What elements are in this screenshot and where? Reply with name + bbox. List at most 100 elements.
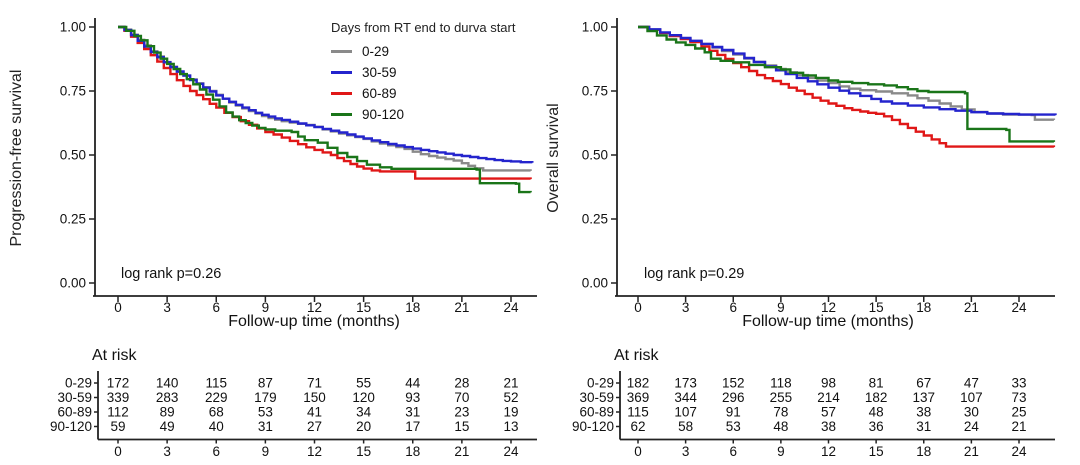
pfs-risk-count: 53 <box>258 405 273 420</box>
pfs-risk-table-title: At risk <box>92 347 137 364</box>
pfs-risk-row-label: 90-120 <box>50 419 92 434</box>
pfs-y-tick-label: 0.00 <box>60 276 86 291</box>
os-risk-count: 58 <box>678 419 693 434</box>
os-risk-row-label: 0-29 <box>587 376 614 391</box>
os-risk-count: 73 <box>1011 390 1026 405</box>
pfs-risk-count: 339 <box>107 390 130 405</box>
os-km-curve-30-59 <box>638 25 1057 116</box>
os-risk-count: 344 <box>674 390 697 405</box>
os-risk-count: 118 <box>770 376 792 391</box>
pfs-risk-count: 17 <box>405 419 420 434</box>
os-logrank-annotation: log rank p=0.29 <box>644 266 745 282</box>
pfs-risk-count: 31 <box>405 405 420 420</box>
os-plot-svg: 0.000.250.500.751.000 3 6 9 12 15 18 21 240-29 18… <box>572 18 1057 459</box>
os-risk-table-title: At risk <box>614 347 659 364</box>
pfs-risk-count: 87 <box>258 376 273 391</box>
os-x-tick-label: 0 <box>634 300 642 315</box>
os-x-tick-label: 9 <box>777 300 785 315</box>
pfs-risk-time-label: 9 <box>262 444 270 459</box>
pfs-y-tick-label: 0.50 <box>60 148 86 163</box>
pfs-risk-count: 179 <box>254 390 277 405</box>
os-risk-time-label: 0 <box>634 444 642 459</box>
legend-swatch-icon <box>331 113 352 116</box>
os-risk-count: 67 <box>916 376 931 391</box>
os-y-tick-label: 0.50 <box>582 148 608 163</box>
os-risk-count: 57 <box>821 405 836 420</box>
os-risk-count: 47 <box>964 376 979 391</box>
pfs-risk-count: 21 <box>503 376 518 391</box>
pfs-x-tick-label: 15 <box>356 300 371 315</box>
os-risk-count: 152 <box>722 376 745 391</box>
pfs-risk-row-label: 0-29 <box>65 376 92 391</box>
pfs-risk-count: 28 <box>454 376 469 391</box>
pfs-risk-row-label: 30-59 <box>57 390 92 405</box>
os-km-curve-60-89 <box>638 25 1056 148</box>
pfs-risk-count: 19 <box>503 405 518 420</box>
legend-item-0-29: 0-29 <box>331 41 515 62</box>
os-km-curve-90-120 <box>638 25 1056 143</box>
os-risk-time-label: 9 <box>777 444 785 459</box>
os-risk-time-label: 24 <box>1011 444 1027 459</box>
os-y-tick-label: 0.25 <box>582 212 608 227</box>
pfs-risk-count: 44 <box>405 376 421 391</box>
os-risk-row-label: 30-59 <box>579 390 614 405</box>
pfs-risk-count: 31 <box>258 419 273 434</box>
pfs-risk-time-label: 18 <box>405 444 420 459</box>
pfs-risk-count: 283 <box>156 390 179 405</box>
os-risk-count: 255 <box>770 390 793 405</box>
pfs-risk-count: 49 <box>160 419 175 434</box>
os-x-tick-label: 24 <box>1011 300 1027 315</box>
pfs-y-tick-label: 1.00 <box>60 20 86 35</box>
os-x-tick-label: 21 <box>964 300 979 315</box>
legend-title: Days from RT end to durva start <box>331 20 516 35</box>
pfs-km-curve-90-120 <box>118 25 532 194</box>
os-risk-count: 25 <box>1011 405 1026 420</box>
pfs-x-tick-label: 24 <box>503 300 519 315</box>
legend-item-label: 30-59 <box>362 65 397 80</box>
os-risk-count: 137 <box>912 390 935 405</box>
os-risk-time-label: 21 <box>964 444 979 459</box>
pfs-risk-count: 115 <box>205 376 227 391</box>
pfs-risk-count: 15 <box>454 419 469 434</box>
os-risk-count: 78 <box>773 405 788 420</box>
pfs-risk-count: 34 <box>356 405 372 420</box>
pfs-x-tick-label: 9 <box>262 300 270 315</box>
os-risk-count: 182 <box>865 390 888 405</box>
os-y-axis-title: Overall survival <box>545 103 562 213</box>
os-y-tick-label: 1.00 <box>582 20 608 35</box>
pfs-risk-count: 89 <box>160 405 175 420</box>
os-risk-time-label: 6 <box>729 444 737 459</box>
os-panel: 0.00 0.25 0.50 0.75 1.00 0 3 6 9 12 15 18 21 24 0-29 18… <box>540 0 1080 465</box>
os-x-tick-label: 6 <box>729 300 737 315</box>
pfs-logrank-annotation: log rank p=0.26 <box>121 266 222 282</box>
os-x-tick-label: 15 <box>869 300 884 315</box>
pfs-risk-count: 140 <box>156 376 179 391</box>
pfs-risk-count: 41 <box>307 405 322 420</box>
pfs-plot-svg: 0.00 0.25 0.50 0.75 1.00 0 3 6 9 12 15 18 21 24 0-29 17… <box>50 18 537 459</box>
pfs-y-tick-label: 0.75 <box>60 84 86 99</box>
pfs-risk-count: 150 <box>303 390 326 405</box>
pfs-risk-time-label: 15 <box>356 444 371 459</box>
os-risk-time-label: 18 <box>916 444 931 459</box>
pfs-risk-count: 70 <box>454 390 469 405</box>
pfs-risk-count: 52 <box>503 390 518 405</box>
os-x-tick-label: 3 <box>682 300 690 315</box>
pfs-risk-time-label: 3 <box>163 444 171 459</box>
pfs-risk-count: 20 <box>356 419 371 434</box>
pfs-risk-time-label: 24 <box>503 444 519 459</box>
pfs-panel: 0.00 0.25 0.50 0.75 1.00 0 3 6 9 12 15 18 21 24 0-29 17… <box>8 18 537 459</box>
pfs-x-axis-title: Follow-up time (months) <box>228 313 400 330</box>
pfs-risk-count: 172 <box>107 376 130 391</box>
legend-item-label: 60-89 <box>362 86 397 101</box>
pfs-risk-count: 93 <box>405 390 420 405</box>
legend-item-label: 90-120 <box>362 107 405 122</box>
pfs-risk-count: 120 <box>352 390 375 405</box>
pfs-risk-count: 71 <box>307 376 322 391</box>
os-risk-count: 36 <box>869 419 884 434</box>
os-risk-time-label: 15 <box>869 444 884 459</box>
pfs-y-tick-label: 0.25 <box>60 212 86 227</box>
os-risk-count: 115 <box>627 405 649 420</box>
os-risk-time-label: 3 <box>682 444 690 459</box>
os-risk-count: 107 <box>674 405 697 420</box>
